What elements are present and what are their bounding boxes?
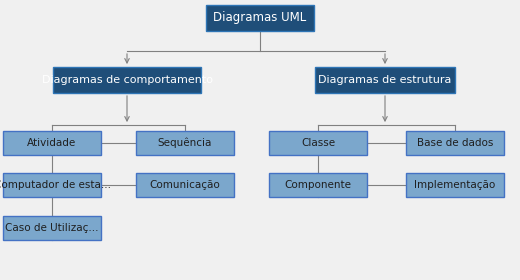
Text: Diagramas UML: Diagramas UML (213, 11, 307, 25)
FancyBboxPatch shape (406, 173, 504, 197)
Text: Classe: Classe (301, 138, 335, 148)
Text: Atividade: Atividade (28, 138, 76, 148)
Text: Caso de Utilizaç...: Caso de Utilizaç... (5, 223, 99, 233)
Text: Diagramas de estrutura: Diagramas de estrutura (318, 75, 452, 85)
Text: Diagramas de comportamento: Diagramas de comportamento (42, 75, 213, 85)
FancyBboxPatch shape (136, 131, 234, 155)
FancyBboxPatch shape (406, 131, 504, 155)
FancyBboxPatch shape (315, 67, 455, 93)
Text: Base de dados: Base de dados (417, 138, 493, 148)
Text: Componente: Componente (284, 180, 352, 190)
Text: Sequência: Sequência (158, 138, 212, 148)
FancyBboxPatch shape (269, 131, 367, 155)
FancyBboxPatch shape (136, 173, 234, 197)
Text: Comunicação: Comunicação (150, 180, 220, 190)
Text: Implementação: Implementação (414, 180, 496, 190)
FancyBboxPatch shape (3, 216, 101, 240)
Text: Computador de esta...: Computador de esta... (0, 180, 111, 190)
FancyBboxPatch shape (206, 5, 314, 31)
FancyBboxPatch shape (3, 131, 101, 155)
FancyBboxPatch shape (53, 67, 201, 93)
FancyBboxPatch shape (269, 173, 367, 197)
FancyBboxPatch shape (3, 173, 101, 197)
